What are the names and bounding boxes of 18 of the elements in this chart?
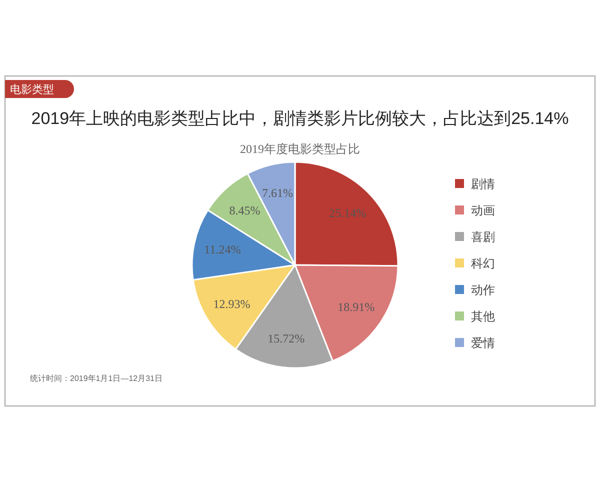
legend-label: 喜剧: [471, 230, 495, 244]
legend-label: 其他: [471, 310, 495, 324]
data-label: 25.14%: [329, 206, 366, 220]
chart-subtitle: 2019年度电影类型占比: [240, 142, 360, 156]
data-label: 11.24%: [204, 242, 241, 257]
legend-label: 科幻: [471, 256, 495, 270]
legend-label: 动作: [471, 283, 495, 297]
data-label: 12.93%: [213, 296, 250, 311]
data-label: 8.45%: [229, 203, 260, 218]
data-label: 15.72%: [268, 332, 305, 346]
data-label: 18.91%: [338, 300, 375, 314]
text: 统计时间：2019年1月1日—12月31日: [30, 374, 162, 383]
chart-title: 2019年上映的电影类型占比中，剧情类影片比例较大，占比达到25.14%: [31, 109, 569, 128]
legend-label: 剧情: [471, 177, 495, 191]
legend-label: 动画: [471, 204, 495, 218]
text: 电影类型: [10, 83, 54, 96]
legend-label: 爱情: [471, 336, 495, 350]
data-label: 7.61%: [262, 186, 293, 200]
